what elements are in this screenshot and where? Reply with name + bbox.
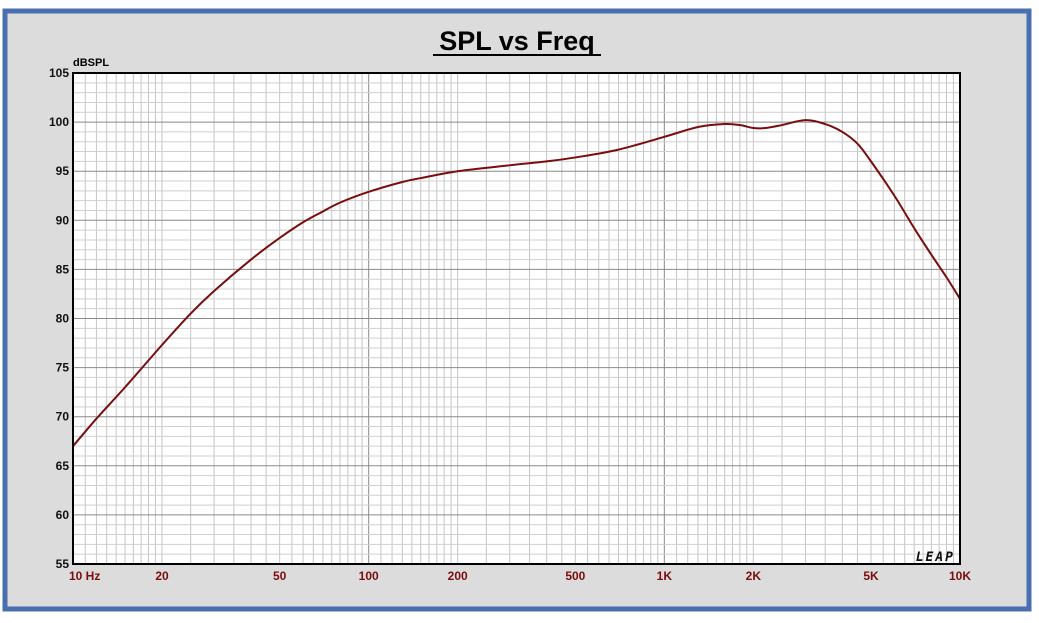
x-tick-label: 10K: [949, 569, 971, 583]
y-axis-label: dBSPL: [73, 57, 109, 69]
series-line-spl: [72, 119, 961, 448]
y-tick-label: 75: [56, 361, 70, 375]
y-tick-label: 55: [56, 557, 70, 571]
chart-title: SPL vs Freq: [439, 26, 595, 56]
x-tick-label: 1K: [657, 569, 673, 583]
y-tick-label: 105: [49, 66, 69, 80]
y-tick-label: 65: [56, 459, 70, 473]
y-tick-label: 80: [56, 312, 70, 326]
x-tick-label: 20: [155, 569, 169, 583]
x-tick-label: 500: [565, 569, 585, 583]
y-tick-label: 70: [56, 410, 70, 424]
x-tick-label: 200: [448, 569, 468, 583]
x-tick-label: 50: [273, 569, 287, 583]
y-tick-label: 100: [49, 115, 69, 129]
y-tick-label: 85: [56, 262, 70, 276]
x-tick-label: 100: [359, 569, 379, 583]
x-tick-label: 10 Hz: [69, 569, 100, 583]
y-tick-label: 60: [56, 508, 70, 522]
series-layer: [72, 119, 961, 448]
y-tick-labels: 55 60 65 70 75 80 85 90 95 100 105: [49, 66, 69, 571]
x-tick-label: 5K: [863, 569, 879, 583]
leap-watermark: LEAP: [916, 550, 955, 565]
y-tick-label: 90: [56, 213, 70, 227]
x-tick-label: 2K: [746, 569, 762, 583]
plot-border: [72, 72, 961, 565]
x-tick-labels: 10 Hz 20 50 100 200 500 1K 2K 5K 10K: [69, 569, 971, 583]
y-tick-label: 95: [56, 164, 70, 178]
